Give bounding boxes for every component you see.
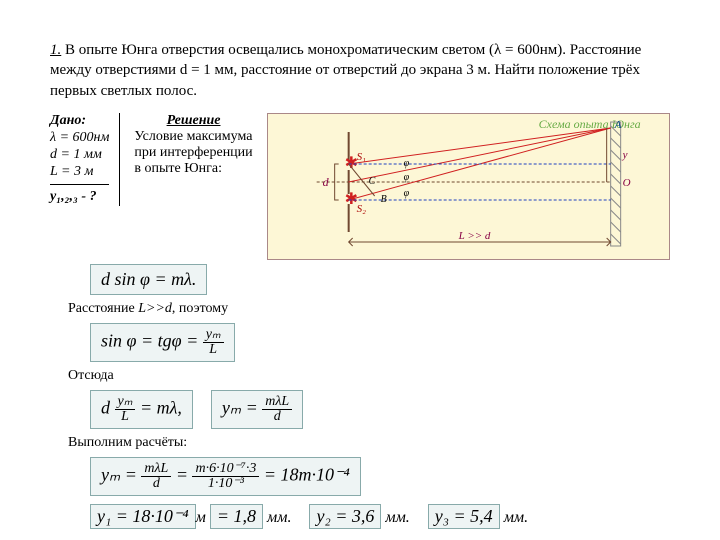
formula-sin: sin φ = tgφ = yₘL: [90, 323, 235, 362]
given-find: y₁,₂,₃ - ?: [50, 189, 109, 205]
formula-4: yₘ = mλLd = m·6·10⁻⁷·31·10⁻³ = 18m·10⁻⁴: [90, 457, 361, 496]
cond-2: при интерференции: [134, 145, 252, 161]
formula-3a: d yₘL = mλ,: [90, 390, 193, 429]
diagram-title: Схема опыта Юнга: [538, 117, 640, 131]
given-L: L = 3 м: [50, 164, 109, 180]
solution-text: Решение Условие максимума при интерферен…: [134, 113, 252, 177]
result-1: y₁ = 18·10⁻⁴м = 1,8 мм.: [90, 504, 291, 529]
svg-text:A: A: [613, 119, 621, 131]
young-diagram: Схема опыта Юнга S₁ S₂ d ✱ ✱: [267, 113, 670, 260]
svg-text:d: d: [322, 175, 329, 189]
calc-label: Выполним расчёты:: [68, 435, 670, 451]
formula-3b: yₘ = mλLd: [211, 390, 303, 429]
svg-text:S₁: S₁: [356, 151, 366, 163]
result-2: y₂ = 3,6 мм.: [309, 504, 409, 529]
result-3: y₃ = 5,4 мм.: [428, 504, 528, 529]
svg-text:B: B: [380, 194, 386, 205]
cond-3: в опыте Юнга:: [134, 161, 252, 177]
problem-number: 1.: [50, 42, 61, 58]
svg-text:C: C: [368, 176, 375, 187]
given-d: d = 1 мм: [50, 147, 109, 163]
cond-1: Условие максимума: [134, 129, 252, 145]
solution-header: Решение: [134, 113, 252, 129]
formula-max: d sin φ = mλ.: [90, 264, 207, 295]
svg-text:O: O: [622, 177, 630, 189]
svg-text:L >> d: L >> d: [457, 230, 490, 242]
svg-text:φ: φ: [403, 188, 409, 199]
svg-text:y: y: [621, 149, 627, 161]
svg-text:S₂: S₂: [356, 203, 366, 215]
problem-statement: 1. В опыте Юнга отверстия освещались мон…: [50, 40, 670, 101]
given-block: Дано: λ = 600нм d = 1 мм L = 3 м y₁,₂,₃ …: [50, 113, 120, 206]
svg-text:φ: φ: [403, 158, 409, 169]
given-header: Дано:: [50, 113, 109, 129]
svg-text:φ: φ: [403, 172, 409, 183]
distance-note: Расстояние L>>d, поэтому: [68, 301, 670, 317]
hence: Отсюда: [68, 368, 670, 384]
problem-text: В опыте Юнга отверстия освещались монохр…: [50, 42, 641, 99]
given-lambda: λ = 600нм: [50, 130, 109, 146]
